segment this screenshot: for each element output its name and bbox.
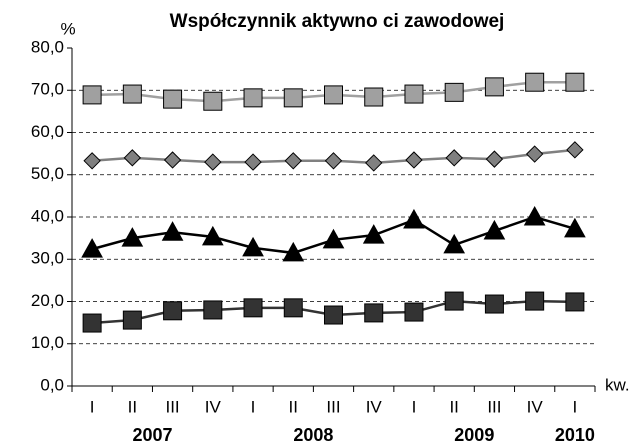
marker	[444, 291, 464, 311]
marker	[122, 84, 142, 104]
marker	[484, 77, 504, 97]
marker	[203, 91, 223, 111]
marker	[284, 152, 302, 170]
year-label: 2009	[454, 425, 494, 441]
marker	[163, 89, 183, 109]
marker	[565, 292, 585, 312]
marker	[404, 84, 424, 104]
year-label: 2010	[555, 425, 595, 441]
marker	[283, 298, 303, 318]
y-tick-label: 50,0	[31, 164, 64, 183]
marker	[82, 85, 102, 105]
marker	[242, 236, 264, 257]
y-tick-label: 30,0	[31, 249, 64, 268]
marker	[243, 298, 263, 318]
x-tick-label: III	[326, 397, 340, 416]
marker	[201, 225, 224, 246]
marker	[161, 221, 184, 241]
marker	[204, 153, 222, 171]
marker	[564, 217, 586, 238]
marker	[163, 301, 183, 321]
x-tick-label: III	[165, 397, 179, 416]
x-tick-label: IV	[205, 397, 222, 416]
marker	[364, 87, 384, 107]
marker	[483, 219, 506, 240]
marker	[243, 88, 263, 108]
marker	[484, 294, 504, 314]
marker	[443, 233, 466, 254]
marker	[523, 205, 546, 226]
marker	[163, 151, 182, 169]
marker	[362, 224, 385, 244]
x-tick-label: I	[90, 397, 95, 416]
marker	[123, 149, 142, 167]
chart-title: Współczynnik aktywno ci zawodowej	[170, 11, 505, 32]
y-axis-label: %	[60, 19, 75, 38]
marker	[324, 85, 343, 105]
marker	[404, 302, 424, 322]
marker	[485, 150, 504, 168]
marker	[445, 149, 463, 167]
y-tick-label: 40,0	[31, 206, 64, 225]
x-tick-label: I	[412, 397, 417, 416]
y-tick-label: 70,0	[31, 80, 64, 99]
marker	[282, 241, 305, 262]
marker	[324, 305, 343, 325]
marker	[444, 82, 464, 102]
marker	[525, 145, 544, 163]
x-axis-label: kw.	[605, 375, 630, 394]
marker	[365, 154, 383, 172]
x-tick-label: I	[573, 397, 578, 416]
marker	[81, 238, 103, 258]
marker	[82, 313, 102, 333]
x-tick-label: II	[128, 397, 137, 416]
marker	[83, 152, 101, 170]
x-tick-label: II	[289, 397, 298, 416]
marker	[203, 300, 223, 320]
marker	[565, 72, 585, 92]
marker	[283, 88, 303, 108]
marker	[364, 303, 384, 323]
marker	[525, 291, 545, 311]
marker	[322, 228, 345, 249]
x-tick-label: IV	[366, 397, 383, 416]
marker	[405, 151, 423, 169]
y-tick-label: 0,0	[40, 375, 64, 394]
x-tick-label: II	[449, 397, 458, 416]
marker	[122, 310, 142, 330]
y-tick-label: 60,0	[31, 122, 64, 141]
marker	[324, 152, 343, 170]
y-tick-label: 20,0	[31, 291, 64, 310]
year-label: 2008	[293, 425, 333, 441]
y-tick-label: 80,0	[31, 37, 64, 56]
marker	[566, 141, 584, 159]
x-tick-label: IV	[527, 397, 544, 416]
marker	[244, 153, 262, 171]
marker	[525, 72, 545, 92]
x-tick-label: I	[251, 397, 256, 416]
marker	[121, 227, 144, 247]
marker	[403, 208, 425, 229]
x-tick-label: III	[487, 397, 501, 416]
y-tick-label: 10,0	[31, 333, 64, 352]
year-label: 2007	[132, 425, 172, 441]
